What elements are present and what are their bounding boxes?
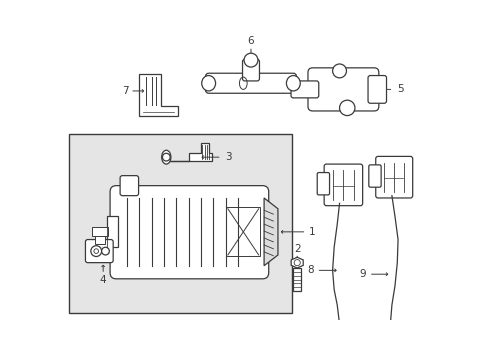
Polygon shape bbox=[166, 143, 212, 161]
FancyBboxPatch shape bbox=[107, 216, 118, 247]
Circle shape bbox=[162, 153, 170, 161]
FancyBboxPatch shape bbox=[367, 76, 386, 103]
FancyBboxPatch shape bbox=[120, 176, 138, 195]
FancyBboxPatch shape bbox=[95, 233, 104, 244]
Polygon shape bbox=[264, 198, 277, 266]
FancyBboxPatch shape bbox=[85, 239, 113, 263]
Circle shape bbox=[102, 247, 109, 255]
Circle shape bbox=[91, 246, 102, 256]
FancyBboxPatch shape bbox=[324, 164, 362, 206]
FancyBboxPatch shape bbox=[307, 68, 378, 111]
Circle shape bbox=[293, 260, 300, 266]
FancyBboxPatch shape bbox=[205, 73, 296, 93]
Polygon shape bbox=[290, 257, 303, 268]
Text: 1: 1 bbox=[308, 227, 315, 237]
Bar bbox=[68, 134, 291, 313]
Text: 2: 2 bbox=[293, 244, 300, 254]
Text: 3: 3 bbox=[224, 152, 231, 162]
Ellipse shape bbox=[202, 76, 215, 91]
Text: 6: 6 bbox=[247, 36, 254, 46]
Polygon shape bbox=[139, 74, 178, 116]
Text: 4: 4 bbox=[100, 275, 106, 285]
Ellipse shape bbox=[286, 76, 300, 91]
Bar bbox=[293, 268, 301, 291]
Text: 8: 8 bbox=[307, 265, 313, 275]
Ellipse shape bbox=[162, 150, 171, 164]
Circle shape bbox=[244, 53, 257, 67]
FancyBboxPatch shape bbox=[92, 227, 107, 237]
Bar bbox=[226, 207, 260, 256]
FancyBboxPatch shape bbox=[317, 172, 329, 195]
FancyBboxPatch shape bbox=[375, 156, 412, 198]
Text: 7: 7 bbox=[122, 86, 128, 96]
Circle shape bbox=[339, 100, 354, 116]
Circle shape bbox=[94, 249, 99, 253]
FancyBboxPatch shape bbox=[110, 186, 268, 279]
FancyBboxPatch shape bbox=[290, 81, 318, 98]
Text: 9: 9 bbox=[359, 269, 366, 279]
FancyBboxPatch shape bbox=[368, 165, 380, 187]
Circle shape bbox=[332, 64, 346, 78]
Text: 5: 5 bbox=[396, 84, 403, 94]
FancyBboxPatch shape bbox=[242, 59, 259, 81]
